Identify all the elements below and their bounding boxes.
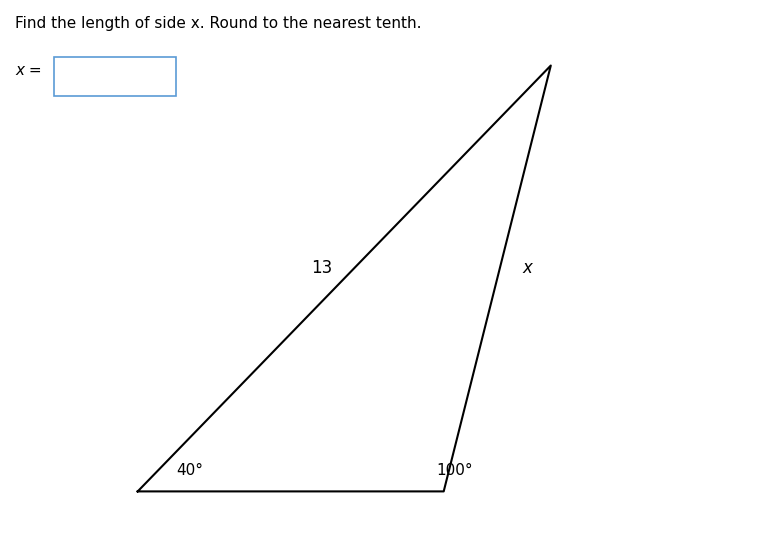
Text: x: x <box>523 259 532 276</box>
Text: 40°: 40° <box>176 463 203 478</box>
Text: 100°: 100° <box>436 463 473 478</box>
Text: 13: 13 <box>311 259 332 276</box>
Text: x =: x = <box>15 63 42 79</box>
Text: Find the length of side x. Round to the nearest tenth.: Find the length of side x. Round to the … <box>15 16 422 31</box>
FancyBboxPatch shape <box>54 57 176 96</box>
